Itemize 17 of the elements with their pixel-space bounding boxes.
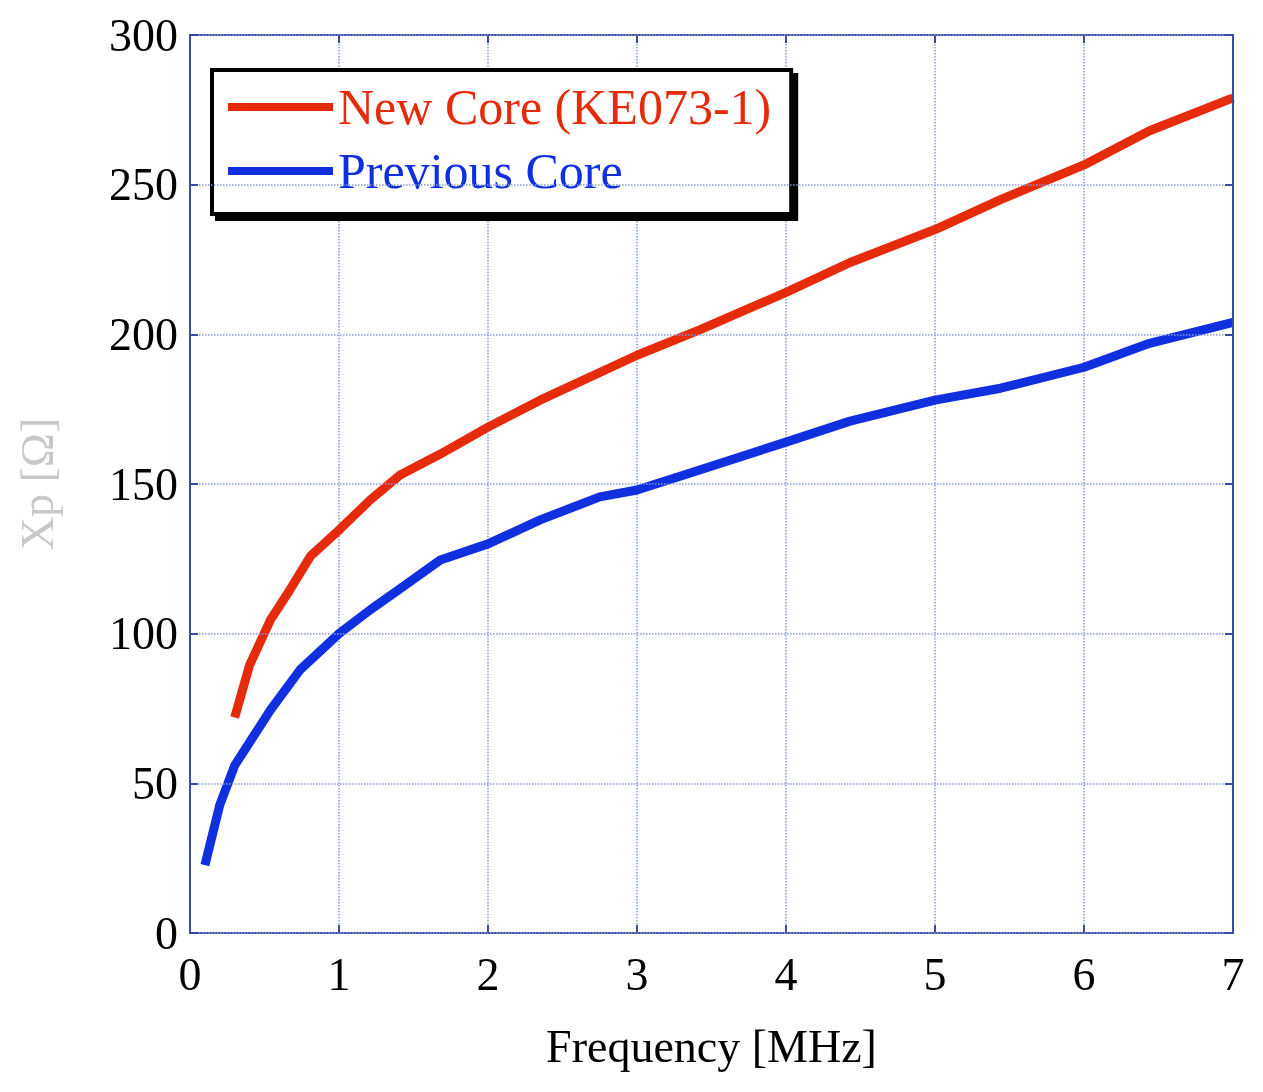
legend-label: New Core (KE073-1) — [338, 79, 772, 135]
x-axis-title: Frequency [MHz] — [546, 1020, 877, 1072]
y-tick-label: 100 — [109, 608, 178, 660]
x-tick-label: 1 — [327, 948, 351, 1000]
y-tick-label: 250 — [109, 159, 178, 211]
y-tick-label: 50 — [132, 757, 178, 809]
legend-label: Previous Core — [338, 143, 623, 199]
x-tick-label: 6 — [1072, 948, 1096, 1000]
x-tick-label: 5 — [923, 948, 947, 1000]
x-tick-label: 7 — [1221, 948, 1245, 1000]
y-tick-label: 200 — [109, 308, 178, 360]
y-tick-label: 300 — [109, 9, 178, 61]
x-tick-label: 2 — [476, 948, 500, 1000]
y-tick-label: 150 — [109, 458, 178, 510]
x-tick-label: 4 — [774, 948, 798, 1000]
y-tick-label: 0 — [155, 907, 178, 959]
x-tick-label: 3 — [625, 948, 649, 1000]
